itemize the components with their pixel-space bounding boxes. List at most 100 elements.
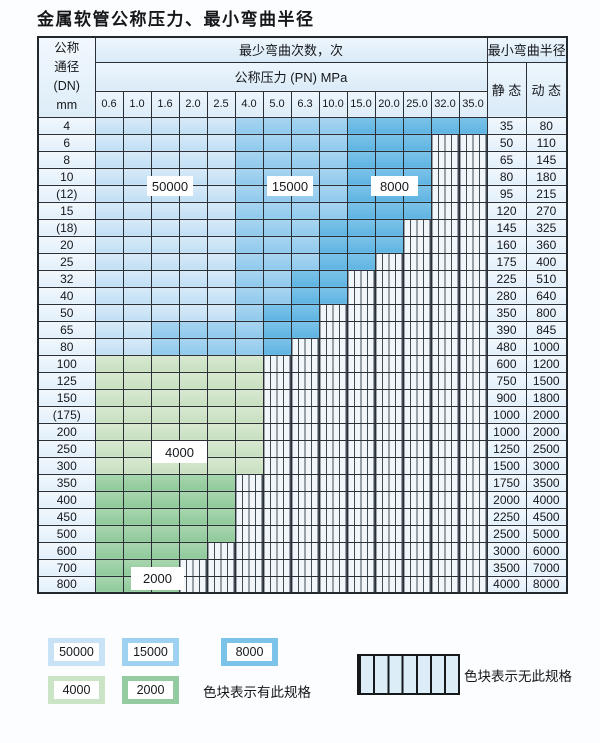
spec-cell-dn500-pn35.0-no-spec-hatched bbox=[458, 524, 488, 543]
spec-cell-dn500-pn2.0-2000 bbox=[178, 524, 208, 543]
table-row-dn(18): (18) 145 325 bbox=[37, 218, 568, 237]
spec-cell-dn40-pn6.3-8000 bbox=[290, 286, 320, 305]
spec-cell-dn600-pn1.6-2000 bbox=[150, 541, 180, 560]
spec-cell-dn25-pn2.5-50000 bbox=[206, 252, 236, 271]
spec-cell-dn125-pn32.0-no-spec-hatched bbox=[430, 371, 460, 390]
spec-cell-dn450-pn10.0-no-spec-hatched bbox=[318, 507, 348, 526]
spec-cell-dn400-pn35.0-no-spec-hatched bbox=[458, 490, 488, 509]
static-radius-dn400: 2000 bbox=[486, 490, 527, 509]
spec-cell-dn80-pn4.0-15000 bbox=[234, 337, 264, 356]
dn-header-line2: 通径 bbox=[54, 60, 80, 75]
spec-cell-dn(18)-pn1.0-50000 bbox=[122, 218, 152, 237]
static-radius-dn(18): 145 bbox=[486, 218, 527, 237]
spec-cell-dn40-pn35.0-no-spec-hatched bbox=[458, 286, 488, 305]
spec-cell-dn15-pn5.0-15000 bbox=[262, 201, 292, 220]
spec-cell-dn700-pn25.0-no-spec-hatched bbox=[402, 558, 432, 577]
pressure-tick-0.6: 0.6 bbox=[94, 90, 124, 118]
spec-cell-dn(18)-pn2.5-50000 bbox=[206, 218, 236, 237]
spec-cell-dn20-pn32.0-no-spec-hatched bbox=[430, 235, 460, 254]
dn-label-65: 65 bbox=[37, 320, 96, 339]
spec-cell-dn40-pn20.0-no-spec-hatched bbox=[374, 286, 404, 305]
dn-label-100: 100 bbox=[37, 354, 96, 373]
spec-cell-dn300-pn1.0-4000 bbox=[122, 456, 152, 475]
static-radius-dn300: 1500 bbox=[486, 456, 527, 475]
spec-cell-dn125-pn0.6-4000 bbox=[94, 371, 124, 390]
spec-cell-dn450-pn0.6-2000 bbox=[94, 507, 124, 526]
spec-cell-dn8-pn2.5-50000 bbox=[206, 150, 236, 169]
spec-cell-dn10-pn4.0-15000 bbox=[234, 167, 264, 186]
spec-cell-dn150-pn2.5-4000 bbox=[206, 388, 236, 407]
pressure-tick-10.0: 10.0 bbox=[318, 90, 348, 118]
spec-cell-dn(175)-pn1.0-4000 bbox=[122, 405, 152, 424]
spec-cell-dn300-pn15.0-no-spec-hatched bbox=[346, 456, 376, 475]
spec-cell-dn32-pn0.6-50000 bbox=[94, 269, 124, 288]
overlay-label-4000: 4000 bbox=[152, 441, 207, 463]
spec-cell-dn8-pn5.0-15000 bbox=[262, 150, 292, 169]
table-row-dn6: 6 50 110 bbox=[37, 133, 568, 152]
dynamic-radius-dn25: 400 bbox=[525, 252, 568, 271]
spec-cell-dn300-pn25.0-no-spec-hatched bbox=[402, 456, 432, 475]
spec-cell-dn(175)-pn2.0-4000 bbox=[178, 405, 208, 424]
spec-cell-dn32-pn5.0-15000 bbox=[262, 269, 292, 288]
spec-cell-dn700-pn6.3-no-spec-hatched bbox=[290, 558, 320, 577]
spec-cell-dn10-pn35.0-no-spec-hatched bbox=[458, 167, 488, 186]
spec-cell-dn40-pn2.0-50000 bbox=[178, 286, 208, 305]
spec-cell-dn100-pn10.0-no-spec-hatched bbox=[318, 354, 348, 373]
pressure-tick-35.0: 35.0 bbox=[458, 90, 488, 118]
spec-cell-dn10-pn2.5-50000 bbox=[206, 167, 236, 186]
spec-cell-dn65-pn20.0-no-spec-hatched bbox=[374, 320, 404, 339]
table-row-dn500: 500 2500 5000 bbox=[37, 524, 568, 543]
spec-cell-dn800-pn35.0-no-spec-hatched bbox=[458, 575, 488, 594]
spec-cell-dn80-pn6.3-no-spec-hatched bbox=[290, 337, 320, 356]
static-radius-dn350: 1750 bbox=[486, 473, 527, 492]
spec-cell-dn(12)-pn35.0-no-spec-hatched bbox=[458, 184, 488, 203]
spec-cell-dn500-pn4.0-no-spec-hatched bbox=[234, 524, 264, 543]
dn-label-15: 15 bbox=[37, 201, 96, 220]
spec-cell-dn80-pn10.0-no-spec-hatched bbox=[318, 337, 348, 356]
spec-cell-dn150-pn0.6-4000 bbox=[94, 388, 124, 407]
dynamic-radius-dn600: 6000 bbox=[525, 541, 568, 560]
legend-swatch-2000: 2000 bbox=[122, 676, 179, 704]
spec-cell-dn200-pn15.0-no-spec-hatched bbox=[346, 422, 376, 441]
spec-cell-dn(175)-pn0.6-4000 bbox=[94, 405, 124, 424]
spec-cell-dn450-pn15.0-no-spec-hatched bbox=[346, 507, 376, 526]
spec-cell-dn250-pn32.0-no-spec-hatched bbox=[430, 439, 460, 458]
dynamic-radius-dn450: 4500 bbox=[525, 507, 568, 526]
spec-cell-dn600-pn1.0-2000 bbox=[122, 541, 152, 560]
spec-cell-dn200-pn1.6-4000 bbox=[150, 422, 180, 441]
spec-cell-dn8-pn2.0-50000 bbox=[178, 150, 208, 169]
spec-cell-dn(175)-pn15.0-no-spec-hatched bbox=[346, 405, 376, 424]
static-header: 静 态 bbox=[486, 61, 527, 118]
spec-cell-dn150-pn1.0-4000 bbox=[122, 388, 152, 407]
spec-cell-dn4-pn1.6-50000 bbox=[150, 116, 180, 135]
dn-label-125: 125 bbox=[37, 371, 96, 390]
dn-label-8: 8 bbox=[37, 150, 96, 169]
spec-cell-dn100-pn25.0-no-spec-hatched bbox=[402, 354, 432, 373]
dn-label-80: 80 bbox=[37, 337, 96, 356]
spec-cell-dn350-pn32.0-no-spec-hatched bbox=[430, 473, 460, 492]
spec-cell-dn8-pn0.6-50000 bbox=[94, 150, 124, 169]
dn-label-32: 32 bbox=[37, 269, 96, 288]
spec-cell-dn25-pn35.0-no-spec-hatched bbox=[458, 252, 488, 271]
spec-cell-dn250-pn10.0-no-spec-hatched bbox=[318, 439, 348, 458]
dynamic-radius-dn800: 8000 bbox=[525, 575, 568, 594]
spec-cell-dn800-pn0.6-2000 bbox=[94, 575, 124, 594]
spec-cell-dn350-pn15.0-no-spec-hatched bbox=[346, 473, 376, 492]
spec-cell-dn600-pn35.0-no-spec-hatched bbox=[458, 541, 488, 560]
spec-cell-dn65-pn4.0-15000 bbox=[234, 320, 264, 339]
spec-cell-dn450-pn6.3-no-spec-hatched bbox=[290, 507, 320, 526]
spec-cell-dn250-pn2.5-4000 bbox=[206, 439, 236, 458]
legend-no-spec-text: 色块表示无此规格 bbox=[464, 669, 572, 684]
legend-has-spec-text: 色块表示有此规格 bbox=[203, 685, 311, 700]
legend-swatch-50000-label: 50000 bbox=[54, 643, 99, 661]
spec-cell-dn20-pn0.6-50000 bbox=[94, 235, 124, 254]
spec-cell-dn(18)-pn10.0-8000 bbox=[318, 218, 348, 237]
spec-cell-dn125-pn20.0-no-spec-hatched bbox=[374, 371, 404, 390]
spec-cell-dn(12)-pn10.0-15000 bbox=[318, 184, 348, 203]
static-radius-dn20: 160 bbox=[486, 235, 527, 254]
spec-cell-dn6-pn0.6-50000 bbox=[94, 133, 124, 152]
spec-cell-dn10-pn10.0-15000 bbox=[318, 167, 348, 186]
table-row-dn32: 32 225 510 bbox=[37, 269, 568, 288]
spec-cell-dn80-pn5.0-8000 bbox=[262, 337, 292, 356]
spec-cell-dn50-pn5.0-8000 bbox=[262, 303, 292, 322]
